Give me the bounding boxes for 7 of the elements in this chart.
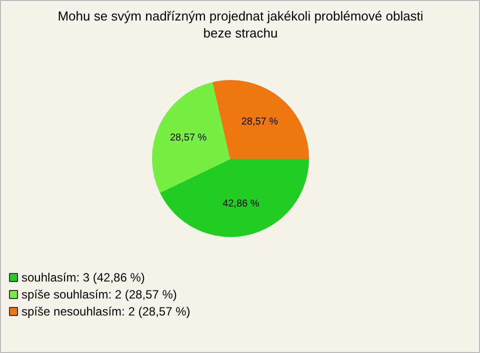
legend-label: spíše souhlasím: 2 (28,57 %) — [22, 288, 177, 302]
chart-title: Mohu se svým nadřízným projednat jakékoli problémové oblasti beze strachu — [58, 8, 424, 40]
data-label: 42,86 % — [222, 198, 260, 210]
legend-label: spíše nesouhlasím: 2 (28,57 %) — [22, 304, 190, 318]
data-label: 28,57 % — [170, 132, 207, 144]
data-label: 28,57 % — [241, 116, 278, 128]
legend-label: souhlasím: 3 (42,86 %) — [22, 270, 145, 284]
